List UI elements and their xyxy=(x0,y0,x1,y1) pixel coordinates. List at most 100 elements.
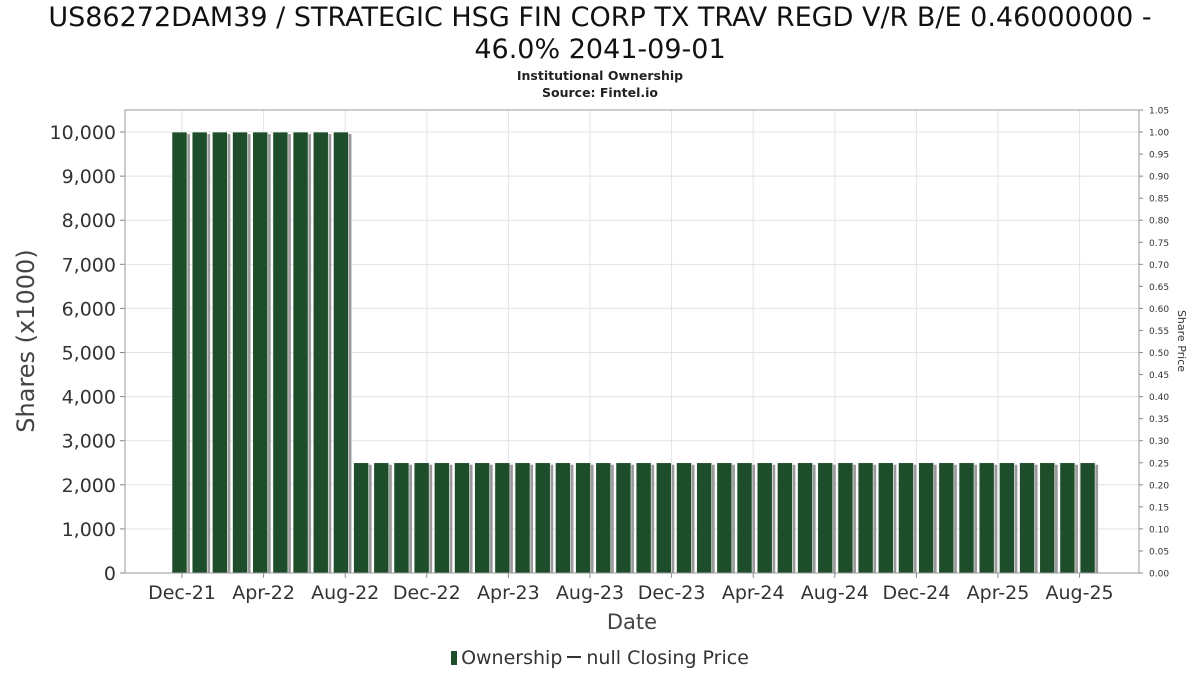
ownership-bar xyxy=(413,462,430,574)
ownership-bar xyxy=(938,462,955,574)
y2-tick-label: 1.05 xyxy=(1149,107,1169,117)
y-tick-label: 8,000 xyxy=(62,210,116,232)
y2-tick-label: 0.15 xyxy=(1149,503,1169,513)
ownership-bar xyxy=(756,462,773,574)
y2-tick-label: 0.65 xyxy=(1149,283,1169,293)
ownership-bar xyxy=(615,462,632,574)
y2-tick-label: 0.40 xyxy=(1149,393,1169,403)
y2-tick-label: 1.00 xyxy=(1149,129,1169,139)
ownership-bar xyxy=(353,462,369,574)
ownership-bar xyxy=(454,462,470,574)
y2-tick-label: 0.30 xyxy=(1149,437,1169,447)
y-tick-label: 4,000 xyxy=(62,387,116,409)
chart-title-line1: US86272DAM39 / STRATEGIC HSG FIN CORP TX… xyxy=(48,2,1152,33)
y2-tick-label: 0.45 xyxy=(1149,371,1169,381)
x-tick-label: Apr-24 xyxy=(722,582,785,604)
x-tick-label: Aug-24 xyxy=(801,582,869,604)
y2-tick-label: 0.20 xyxy=(1149,481,1169,491)
ownership-bar xyxy=(978,462,995,574)
y-tick-label: 10,000 xyxy=(50,122,116,144)
ownership-bar xyxy=(393,462,410,574)
y-axis-label: Shares (x1000) xyxy=(12,249,40,432)
y2-tick-label: 0.25 xyxy=(1149,459,1169,469)
ownership-bar xyxy=(514,462,531,574)
y2-axis-ticks: 0.00 0.05 0.10 0.15 0.20 0.25 0.30 0.35 0.40 0.45… xyxy=(1139,107,1169,580)
ownership-bar xyxy=(898,462,914,574)
y2-tick-label: 0.50 xyxy=(1149,349,1169,359)
y-tick-label: 1,000 xyxy=(62,519,116,541)
y2-tick-label: 0.70 xyxy=(1149,261,1169,271)
ownership-bar xyxy=(575,462,591,574)
y2-tick-label: 0.05 xyxy=(1149,547,1169,557)
y-tick-label: 9,000 xyxy=(62,166,116,188)
legend: Ownership null Closing Price xyxy=(0,647,1200,669)
ownership-bar xyxy=(312,131,329,574)
legend-ownership-label: Ownership xyxy=(461,647,563,669)
ownership-bar xyxy=(857,462,874,574)
plot-area-frame xyxy=(124,109,1140,574)
y2-tick-label: 0.95 xyxy=(1149,151,1169,161)
legend-price-label: null Closing Price xyxy=(586,647,749,669)
ownership-bar xyxy=(474,462,491,574)
ownership-bar xyxy=(272,131,289,574)
ownership-bar xyxy=(676,462,692,574)
y-tick-label: 2,000 xyxy=(62,475,116,497)
x-tick-label: Aug-25 xyxy=(1046,582,1114,604)
ownership-bar xyxy=(232,131,248,574)
x-tick-label: Apr-25 xyxy=(967,582,1030,604)
y2-tick-label: 0.35 xyxy=(1149,415,1169,425)
chart-title-line2: 46.0% 2041-09-01 xyxy=(474,34,726,65)
x-axis-label: Date xyxy=(607,610,657,634)
ownership-bar xyxy=(736,462,753,574)
ownership-bar xyxy=(191,131,208,574)
chart-subtitle: Institutional Ownership xyxy=(516,68,684,83)
y2-axis-label: Share Price xyxy=(1175,310,1188,372)
chart-source: Source: Fintel.io xyxy=(542,85,658,100)
ownership-bar xyxy=(817,462,834,574)
x-tick-label: Apr-23 xyxy=(477,582,540,604)
ownership-bar xyxy=(999,462,1015,574)
legend-ownership-swatch xyxy=(451,651,458,665)
y-axis-ticks: 0 1,000 2,000 3,000 4,000 5,000 6,000 7,000 8,00… xyxy=(50,122,125,585)
ownership-bar xyxy=(555,462,571,574)
ownership-bar xyxy=(1019,462,1035,574)
ownership-bar xyxy=(1059,462,1076,574)
y2-tick-label: 0.10 xyxy=(1149,525,1169,535)
ownership-bar xyxy=(171,131,188,574)
ownership-bar xyxy=(494,462,511,574)
ownership-bar xyxy=(595,462,612,574)
ownership-bar xyxy=(1039,462,1056,574)
ownership-bar xyxy=(434,462,450,574)
y-tick-label: 7,000 xyxy=(62,254,116,276)
ownership-bar xyxy=(958,462,975,574)
x-tick-label: Apr-22 xyxy=(232,582,295,604)
ownership-bar xyxy=(837,462,854,574)
ownership-bar xyxy=(333,131,349,574)
y2-tick-label: 0.75 xyxy=(1149,239,1169,249)
ownership-bar xyxy=(373,462,390,574)
x-tick-label: Dec-21 xyxy=(148,582,216,604)
y2-tick-label: 0.80 xyxy=(1149,217,1169,227)
ownership-bar xyxy=(534,462,551,574)
bars-group xyxy=(171,131,1099,574)
x-tick-label: Dec-22 xyxy=(393,582,461,604)
ownership-bar xyxy=(797,462,813,574)
y2-tick-label: 0.60 xyxy=(1149,305,1169,315)
ownership-bar xyxy=(656,462,672,574)
ownership-bar xyxy=(292,131,309,574)
ownership-bar xyxy=(212,131,228,574)
ownership-bar xyxy=(877,462,894,574)
ownership-bar xyxy=(716,462,733,574)
y2-tick-label: 0.90 xyxy=(1149,173,1169,183)
y2-tick-label: 0.00 xyxy=(1149,570,1169,580)
ownership-bar xyxy=(777,462,793,574)
y-tick-label: 6,000 xyxy=(62,298,116,320)
x-tick-label: Dec-23 xyxy=(638,582,706,604)
x-tick-label: Aug-22 xyxy=(311,582,379,604)
x-axis-ticks: Dec-21 Apr-22 Aug-22 Dec-22 Apr-23 Aug-23 Dec-… xyxy=(148,573,1114,604)
ownership-bar xyxy=(1079,462,1096,574)
ownership-bar xyxy=(252,131,269,574)
y-tick-label: 0 xyxy=(104,563,116,585)
ownership-bar xyxy=(918,462,934,574)
